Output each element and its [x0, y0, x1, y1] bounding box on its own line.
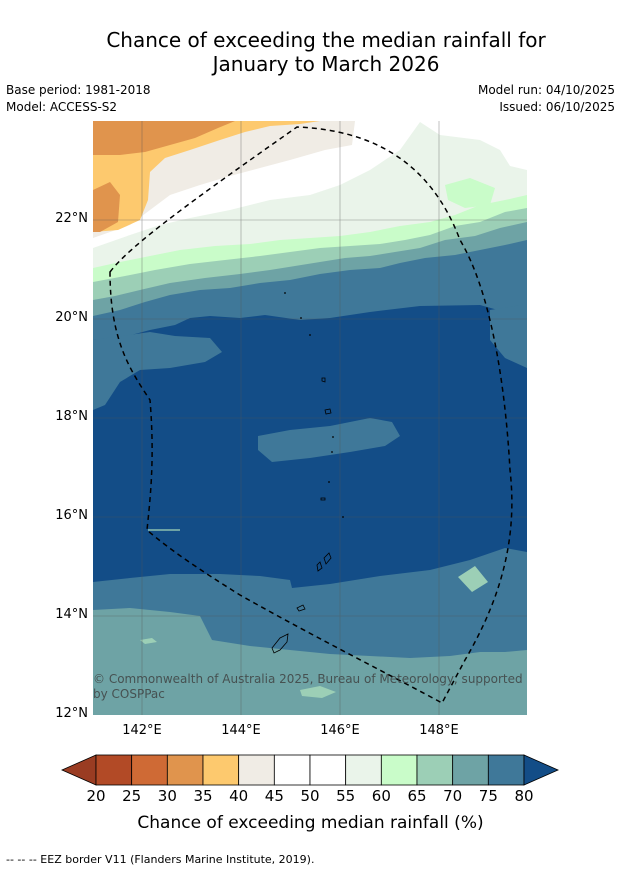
- band-70-75-east: [490, 304, 527, 368]
- island-agrihan: [324, 408, 332, 415]
- colorbar-low-extension: [61, 754, 97, 786]
- lat-label-22n: 22°N: [55, 211, 88, 226]
- lat-label-14n: 14°N: [55, 607, 88, 622]
- island-saipan: [323, 552, 332, 565]
- colorbar-cell-25-30: [131, 754, 168, 786]
- island-rota: [296, 604, 306, 612]
- colorbar-tick-45: 45: [264, 787, 284, 805]
- colorbar-cell-20-25: [95, 754, 133, 786]
- colorbar-tick-40: 40: [229, 787, 249, 805]
- base-period: Base period: 1981-2018: [6, 83, 151, 97]
- colorbar-cell-65-70: [416, 754, 454, 786]
- colorbar-cell-60-65: [380, 754, 418, 786]
- mint-patch-southwest: [140, 638, 157, 644]
- eez-footnote: -- -- -- EEZ border V11 (Flanders Marine…: [6, 853, 315, 866]
- band-70-75-mid: [258, 418, 400, 462]
- lon-label-142e: 142°E: [122, 723, 162, 738]
- graticule: [93, 121, 527, 715]
- colorbar-tick-55: 55: [336, 787, 356, 805]
- colorbar-label: Chance of exceeding median rainfall (%): [137, 813, 484, 833]
- colorbar-cell-75-80: [487, 754, 525, 786]
- copyright-notice: © Commonwealth of Australia 2025, Bureau…: [93, 672, 523, 701]
- colorbar-high-extension: [523, 754, 559, 786]
- mint-patch-west-strip: [148, 529, 180, 531]
- colorbar-tick-60: 60: [371, 787, 391, 805]
- colorbar-cell-35-40: [202, 754, 240, 786]
- lon-label-148e: 148°E: [419, 723, 459, 738]
- meta-right: Model run: 04/10/2025 Issued: 06/10/2025: [478, 82, 615, 116]
- colorbar-tick-25: 25: [122, 787, 142, 805]
- colorbar: [61, 754, 559, 786]
- island-guam: [271, 633, 289, 654]
- rainfall-map-area: [93, 121, 527, 715]
- colorbar-tick-70: 70: [443, 787, 463, 805]
- title-line-2: January to March 2026: [212, 52, 440, 76]
- band-70-75-mid-west: [93, 332, 222, 410]
- island-pagan: [321, 377, 326, 383]
- colorbar-cell-30-35: [166, 754, 204, 786]
- colorbar-cell-55-60: [345, 754, 382, 786]
- lat-label-16n: 16°N: [55, 508, 88, 523]
- colorbar-tick-35: 35: [193, 787, 213, 805]
- map-title: Chance of exceeding the median rainfall …: [0, 28, 621, 76]
- islands: [271, 377, 332, 654]
- model-name: Model: ACCESS-S2: [6, 100, 118, 114]
- band-65-70-south: [93, 608, 527, 715]
- meta-left: Base period: 1981-2018 Model: ACCESS-S2: [6, 82, 151, 116]
- model-run: Model run: 04/10/2025: [477, 83, 615, 97]
- colorbar-tick-65: 65: [407, 787, 427, 805]
- colorbar-tick-75: 75: [478, 787, 498, 805]
- lat-label-20n: 20°N: [55, 310, 88, 325]
- lon-label-144e: 144°E: [221, 723, 261, 738]
- island-farallon: [320, 497, 326, 501]
- title-line-1: Chance of exceeding the median rainfall …: [106, 28, 546, 52]
- colorbar-cell-50-55: [309, 754, 347, 786]
- lat-label-12n: 12°N: [55, 706, 88, 721]
- island-tinian: [316, 561, 323, 572]
- colorbar-cell-40-45: [238, 754, 275, 786]
- green-patch-ne: [445, 178, 495, 208]
- mint-patch-south: [300, 686, 336, 698]
- colorbar-tick-80: 80: [514, 787, 534, 805]
- colorbar-tick-30: 30: [157, 787, 177, 805]
- band-30-35-west: [93, 182, 120, 232]
- lat-label-18n: 18°N: [55, 409, 88, 424]
- colorbar-tick-50: 50: [300, 787, 320, 805]
- band-30-35: [93, 121, 235, 155]
- lon-label-146e: 146°E: [320, 723, 360, 738]
- colorbar-cells: [95, 754, 525, 786]
- colorbar-cell-70-75: [452, 754, 489, 786]
- islets: [284, 292, 344, 518]
- colorbar-cell-45-50: [273, 754, 311, 786]
- mint-patch-southeast: [458, 566, 488, 592]
- colorbar-tick-20: 20: [86, 787, 106, 805]
- eez-border: [109, 126, 513, 705]
- issued-date: Issued: 06/10/2025: [499, 100, 615, 114]
